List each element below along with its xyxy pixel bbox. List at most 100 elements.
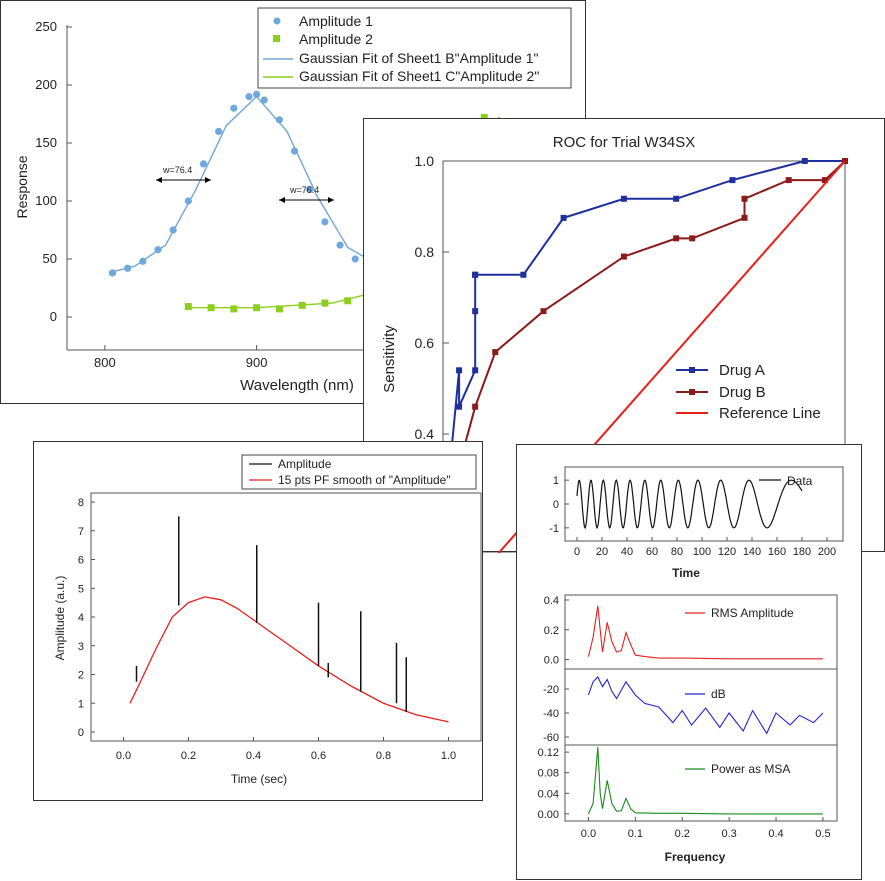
x-tick-label: 0.3 [721,828,736,840]
y-tick-label: -1 [549,523,559,535]
y-tick-label: 0.12 [538,747,559,759]
y-tick-label: 4 [78,612,84,624]
x-tick-label: 20 [596,546,608,558]
spectrum-line [587,605,823,660]
x-axis-label: Frequency [665,850,726,864]
y-tick-label: 200 [35,77,57,92]
data-point [169,226,177,234]
data-point [520,271,527,278]
data-point [540,308,547,315]
data-point [207,304,215,312]
amplitude-chart: 0 1 2 3 4 5 6 7 8 0.0 0.2 0.4 0.6 0.8 1.0 Amplitude (… [53,454,482,786]
y-axis-label: Response [14,155,30,218]
plot-frame [90,492,482,742]
spectrum-panel: -20 -40 -60 [543,676,824,744]
y-tick-label: 100 [35,193,57,208]
x-tick-label: 120 [718,546,736,558]
spectrum-line [587,746,823,815]
data-point [290,147,299,155]
x-tick-label: 0.4 [246,750,261,762]
x-tick-label: 1.0 [441,750,456,762]
x-tick-label: 180 [793,546,811,558]
x-tick-label: 0.0 [581,828,596,840]
x-tick-label: 0.2 [675,828,690,840]
y-tick-label: 0.04 [538,788,559,800]
spectrum-panel: 0.00 0.04 0.08 0.12 [538,746,823,821]
y-tick-label: 0.2 [544,625,559,637]
legend-label: Gaussian Fit of Sheet1 B"Amplitude 1" [299,50,539,66]
smooth-curve [129,596,449,723]
data-point [689,235,696,242]
data-point [230,104,238,112]
y-tick-label: -60 [543,732,559,744]
legend-label: Drug B [719,384,766,401]
legend-label: Power as MSA [711,762,790,776]
data-point [245,93,253,101]
data-point [472,403,479,410]
x-tick-label: 0.6 [311,750,326,762]
width-label: w=76.4 [162,165,192,175]
data-point [620,253,627,260]
legend-marker-circle [273,17,281,25]
fwhm-annotation-2: w=76.4 [279,185,334,203]
x-tick-label: 0.8 [376,750,391,762]
y-tick-label: 1 [553,475,559,487]
legend-label: Gaussian Fit of Sheet1 C"Amplitude 2" [299,68,539,84]
x-axis-label: Wavelength (nm) [240,377,354,394]
legend-label: dB [711,687,726,701]
legend-label: Amplitude 1 [299,13,373,29]
spectrum-chart: -101 0 20 40 60 80 100 120 140 160 180 200 Data Ti… [538,466,844,864]
y-tick-label: 7 [78,526,84,538]
data-point [260,96,268,104]
data-point [275,305,283,313]
legend-label: Amplitude 2 [299,31,373,47]
y-tick-label: 2 [78,670,84,682]
y-tick-label: 0.4 [415,426,435,442]
legend-marker-square [689,367,695,373]
x-tick-label: 0.5 [815,828,830,840]
y-tick-label: 0.08 [538,768,559,780]
y-tick-label: 8 [78,497,84,509]
y-tick-label: 1 [78,698,84,710]
data-point [253,90,261,98]
spectrum-panel: 0.0 0.2 0.4 [544,595,823,667]
x-tick-label: 80 [671,546,683,558]
x-axis-label: Time [672,566,700,580]
data-point [124,264,132,272]
spectrum-panel: -1 0 1 0 20 40 60 80 100 120 140 160 180 200 Data Ti… [516,444,862,880]
data-point [215,127,223,135]
y-tick-label: 0.8 [415,244,435,260]
data-point [729,177,736,184]
chart-title: ROC for Trial W34SX [553,134,696,151]
data-point [472,367,479,374]
x-tick-label: 0.4 [768,828,783,840]
y-tick-label: 0 [553,499,559,511]
data-point [321,218,329,226]
y-tick-label: 0.4 [544,595,559,607]
x-tick-label: 0.2 [181,750,196,762]
y-tick-label: 150 [35,135,57,150]
data-point [741,214,748,221]
data-point [673,195,680,202]
frequency-plots: 0.00.20.4-20-40-600.000.040.080.12 0.0 0.… [538,594,838,864]
data-point [480,113,488,121]
legend-label: RMS Amplitude [711,606,794,620]
data-point [472,271,479,278]
data-point [253,304,261,312]
spectrum-line [587,676,824,735]
width-label: w=76.4 [289,185,319,195]
x-tick-label: 0.1 [628,828,643,840]
data-point [351,255,359,263]
data-point [230,305,238,313]
data-point [199,160,208,168]
data-point [801,158,808,164]
data-point [785,177,792,184]
y-tick-label: 0.00 [538,809,559,821]
data-point [821,177,828,184]
legend-marker-square [689,389,695,395]
data-point [673,235,680,242]
reference-line [497,160,846,553]
signal-line [576,479,803,530]
data-point [456,367,463,374]
data-point [321,299,329,307]
